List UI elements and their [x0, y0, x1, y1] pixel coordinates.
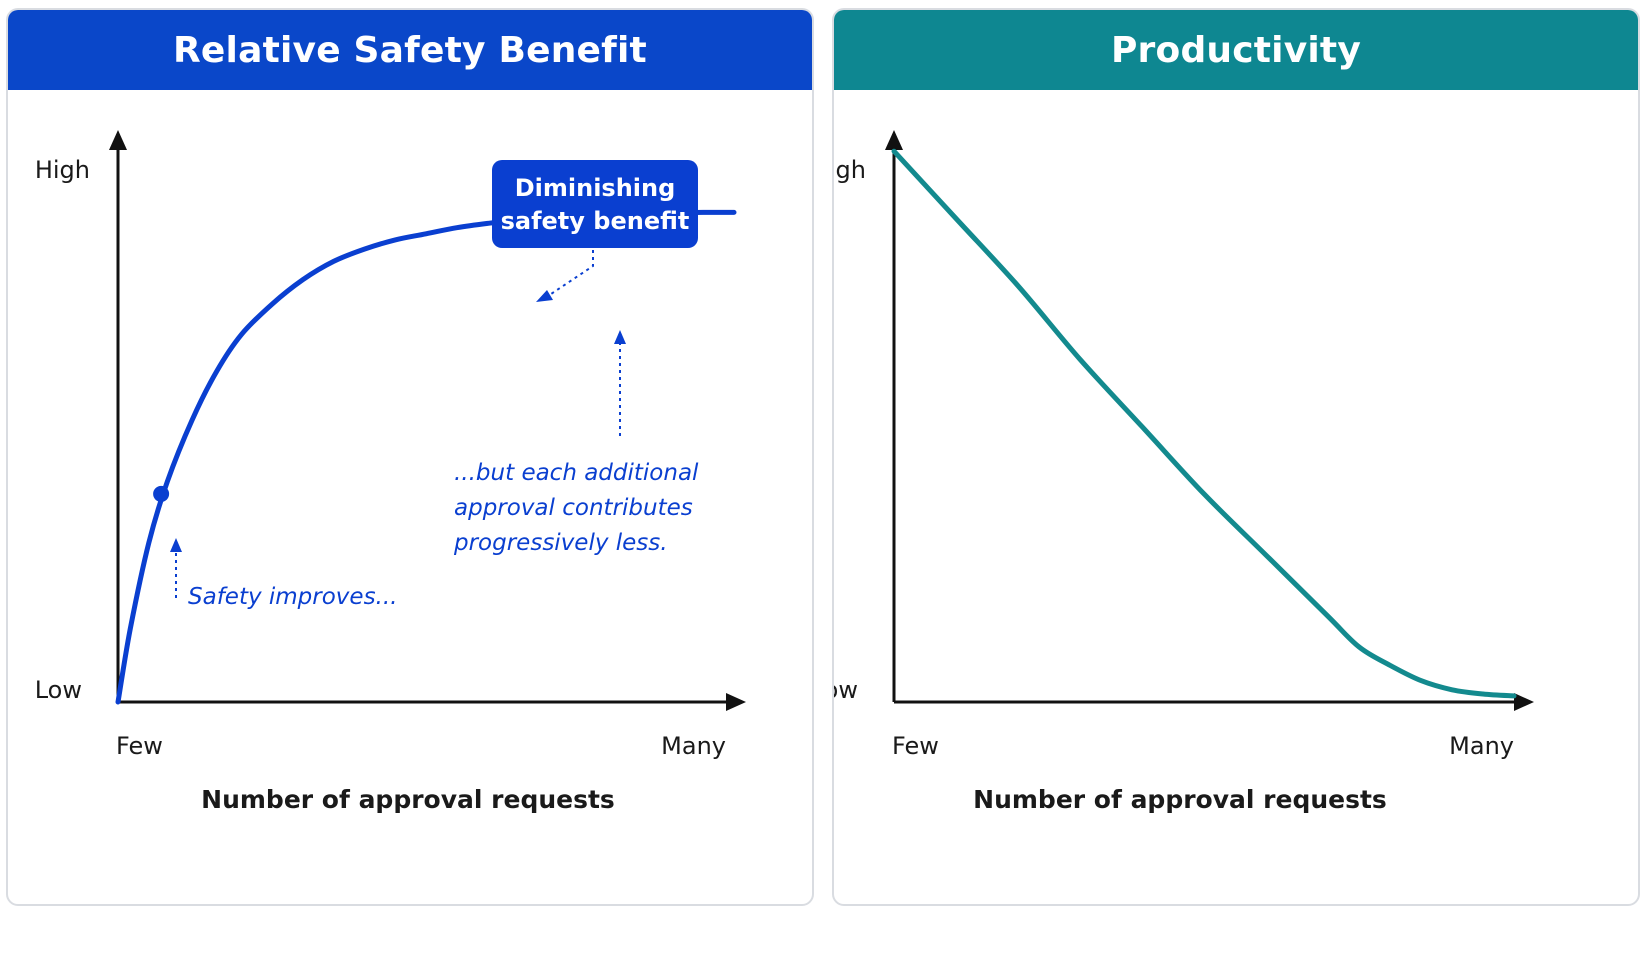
- productivity-curve: [891, 148, 1517, 699]
- diminishing-callout-line-1: Diminishing: [515, 174, 676, 202]
- x-tick-many: Many: [1449, 732, 1514, 760]
- x-tick-few: Few: [116, 732, 163, 760]
- callout-pointer-arrowhead: [536, 290, 553, 302]
- productivity-panel: Productivity High Low Few Many Number of app…: [832, 8, 1640, 906]
- productivity-header: Productivity: [834, 10, 1638, 90]
- y-tick-high: High: [834, 156, 866, 184]
- safety-improves-arrowhead: [170, 538, 182, 552]
- diminishing-arrowhead: [614, 330, 626, 344]
- diminishing-callout-box: [492, 160, 698, 248]
- y-tick-low: Low: [35, 676, 82, 704]
- diminishing-note-line: progressively less.: [453, 530, 668, 556]
- safety-improves-label: Safety improves...: [188, 584, 397, 610]
- y-tick-low: Low: [834, 676, 858, 704]
- safety-benefit-header: Relative Safety Benefit: [8, 10, 812, 90]
- safety-benefit-curve: [115, 209, 737, 705]
- x-tick-few: Few: [892, 732, 939, 760]
- y-axis-arrowhead: [885, 130, 903, 150]
- diminishing-callout-line-2: safety benefit: [501, 207, 690, 235]
- y-tick-high: High: [35, 156, 90, 184]
- diminishing-note-line: ...but each additional: [454, 460, 699, 486]
- safety-benefit-title: Relative Safety Benefit: [173, 29, 647, 71]
- productivity-title: Productivity: [1110, 29, 1362, 71]
- x-axis-arrowhead: [726, 693, 746, 711]
- diminishing-note-line: approval contributes: [454, 495, 693, 521]
- x-tick-many: Many: [661, 732, 726, 760]
- safety-benefit-panel: Relative Safety Benefit High Low Few Many Nu…: [6, 8, 814, 906]
- productivity-chart: High Low Few Many Number of approval request…: [834, 130, 1534, 814]
- safety-improves-point: [153, 485, 170, 502]
- x-axis-arrowhead: [1514, 693, 1534, 711]
- x-axis-title: Number of approval requests: [973, 785, 1387, 814]
- safety-benefit-chart: High Low Few Many Number of approval request…: [35, 130, 746, 814]
- y-axis-arrowhead: [109, 130, 127, 150]
- callout-pointer: [547, 250, 594, 297]
- x-axis-title: Number of approval requests: [201, 785, 615, 814]
